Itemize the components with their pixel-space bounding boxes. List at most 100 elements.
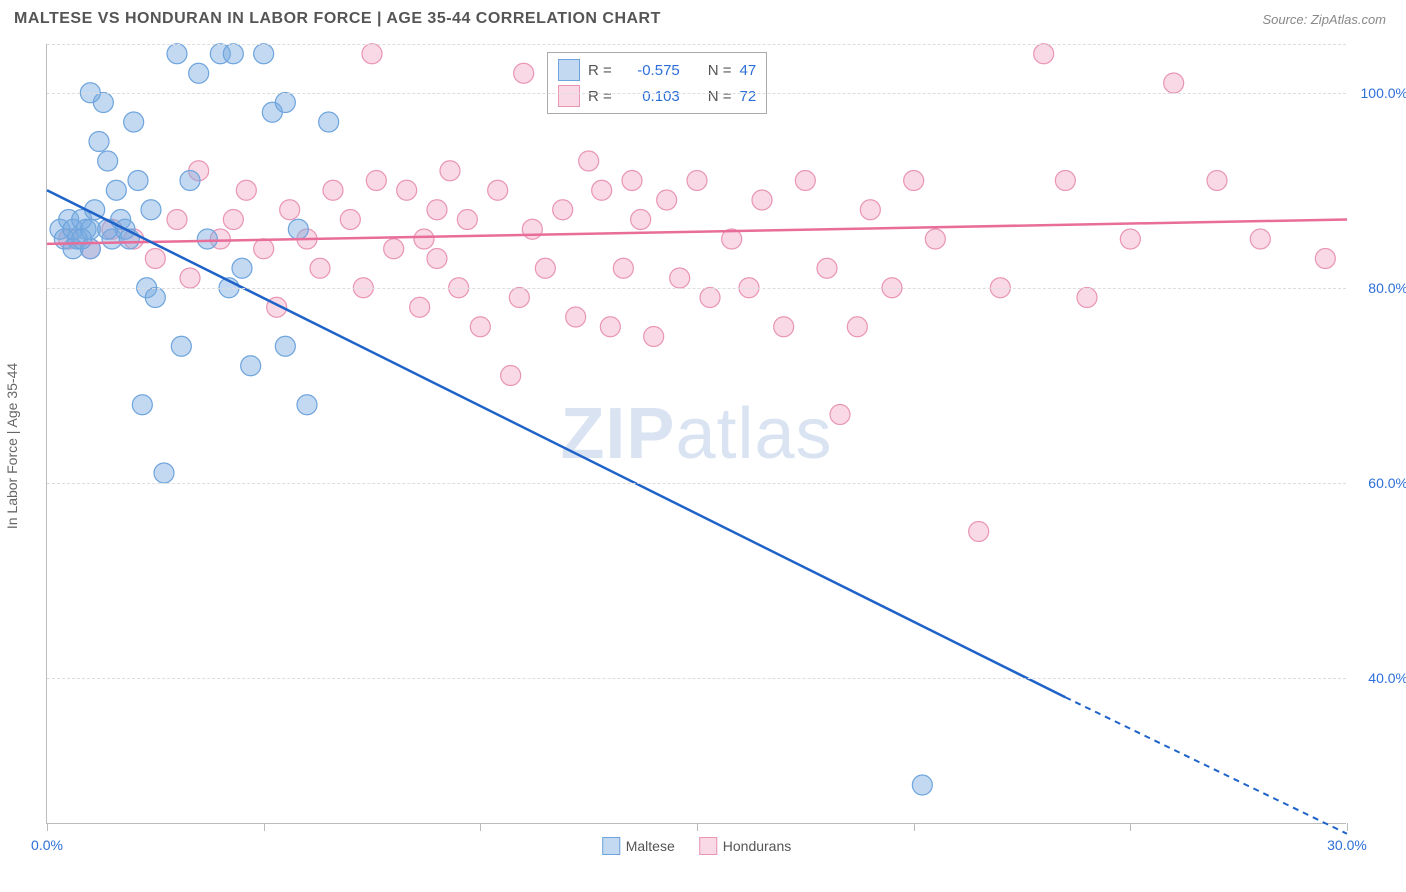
x-tick-label: 30.0% (1327, 837, 1367, 853)
data-point (514, 63, 534, 83)
data-point (145, 288, 165, 308)
data-point (384, 239, 404, 259)
data-point (254, 44, 274, 64)
data-point (860, 200, 880, 220)
data-point (470, 317, 490, 337)
legend-swatch-icon (602, 837, 620, 855)
y-tick-label: 80.0% (1352, 280, 1406, 296)
x-tick (914, 823, 915, 831)
stats-row: R =-0.575N =47 (558, 57, 756, 83)
data-point (817, 258, 837, 278)
data-point (167, 210, 187, 230)
legend-item: Hondurans (699, 837, 792, 855)
data-point (1077, 288, 1097, 308)
data-point (180, 171, 200, 191)
x-tick (47, 823, 48, 831)
data-point (124, 112, 144, 132)
data-point (847, 317, 867, 337)
data-point (89, 132, 109, 152)
data-point (132, 395, 152, 415)
data-point (72, 229, 92, 249)
gridline (47, 44, 1346, 45)
data-point (1315, 249, 1335, 269)
data-point (700, 288, 720, 308)
data-point (579, 151, 599, 171)
data-point (167, 44, 187, 64)
data-point (427, 200, 447, 220)
data-point (925, 229, 945, 249)
data-point (509, 288, 529, 308)
chart-title: MALTESE VS HONDURAN IN LABOR FORCE | AGE… (14, 10, 661, 28)
data-point (106, 180, 126, 200)
data-point (622, 171, 642, 191)
data-point (414, 229, 434, 249)
trend-line-dashed (1065, 697, 1347, 834)
data-point (323, 180, 343, 200)
data-point (592, 180, 612, 200)
data-point (319, 112, 339, 132)
data-point (275, 336, 295, 356)
data-point (457, 210, 477, 230)
source-label: Source: ZipAtlas.com (1262, 12, 1386, 27)
legend-label: Maltese (626, 838, 675, 854)
data-point (1034, 44, 1054, 64)
data-point (98, 151, 118, 171)
gridline (47, 288, 1346, 289)
plot-area: ZIPatlas R =-0.575N =47R =0.103N =72 Mal… (46, 44, 1346, 824)
data-point (657, 190, 677, 210)
y-tick-label: 100.0% (1352, 85, 1406, 101)
data-point (171, 336, 191, 356)
trend-line (47, 190, 1065, 697)
data-point (600, 317, 620, 337)
legend-swatch-icon (699, 837, 717, 855)
data-point (340, 210, 360, 230)
data-point (613, 258, 633, 278)
data-point (154, 463, 174, 483)
data-point (631, 210, 651, 230)
x-tick (264, 823, 265, 831)
data-point (1207, 171, 1227, 191)
data-point (912, 775, 932, 795)
data-point (1250, 229, 1270, 249)
data-point (223, 210, 243, 230)
x-tick (1130, 823, 1131, 831)
data-point (501, 366, 521, 386)
data-point (366, 171, 386, 191)
y-tick-label: 40.0% (1352, 670, 1406, 686)
x-tick (480, 823, 481, 831)
data-point (535, 258, 555, 278)
data-point (774, 317, 794, 337)
data-point (280, 200, 300, 220)
legend-swatch-icon (558, 85, 580, 107)
data-point (288, 219, 308, 239)
x-tick (697, 823, 698, 831)
stats-row: R =0.103N =72 (558, 83, 756, 109)
y-tick-label: 60.0% (1352, 475, 1406, 491)
data-point (236, 180, 256, 200)
data-point (297, 395, 317, 415)
legend: Maltese Hondurans (602, 837, 792, 855)
data-point (440, 161, 460, 181)
data-point (522, 219, 542, 239)
x-tick (1347, 823, 1348, 831)
data-point (189, 63, 209, 83)
data-point (427, 249, 447, 269)
gridline (47, 483, 1346, 484)
data-point (141, 200, 161, 220)
data-point (687, 171, 707, 191)
header: MALTESE VS HONDURAN IN LABOR FORCE | AGE… (0, 0, 1406, 34)
plot-svg (47, 44, 1346, 823)
data-point (969, 522, 989, 542)
data-point (180, 268, 200, 288)
data-point (904, 171, 924, 191)
data-point (197, 229, 217, 249)
y-axis-label: In Labor Force | Age 35-44 (4, 363, 20, 529)
data-point (644, 327, 664, 347)
data-point (1164, 73, 1184, 93)
data-point (830, 405, 850, 425)
x-tick-label: 0.0% (31, 837, 63, 853)
gridline (47, 678, 1346, 679)
data-point (128, 171, 148, 191)
data-point (752, 190, 772, 210)
data-point (275, 93, 295, 113)
